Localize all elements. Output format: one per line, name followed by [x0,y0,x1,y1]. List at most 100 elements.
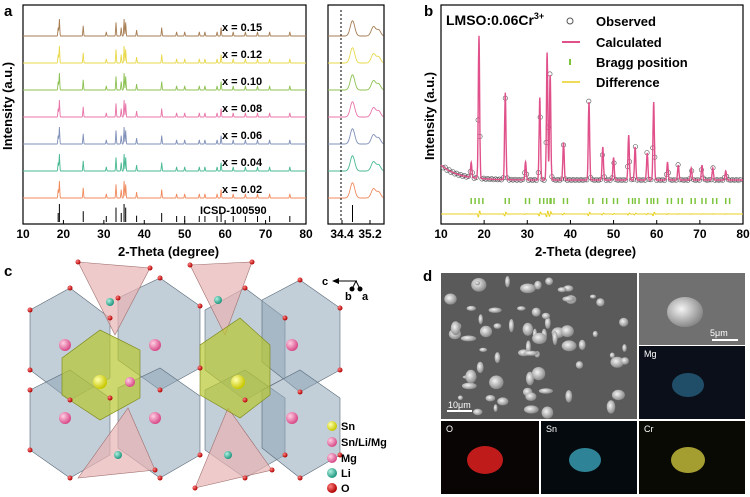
sem-particle [479,347,488,352]
sem-particle [561,340,577,352]
sem-particle [493,404,498,412]
xrd-zoom-trace [328,128,384,145]
eds-mg-signal [672,373,704,397]
xrd-zoom-trace [328,74,384,91]
zoom-tick-label: 34.4 [330,227,354,241]
atom-li [114,451,122,459]
axis-b-label: b [345,291,352,303]
sem-particle [619,317,629,327]
sem-particle [578,339,586,350]
legend-li-swatch [327,468,337,478]
panel-d-label: d [423,268,432,285]
sem-particle [508,319,514,333]
sem-particle [450,321,461,336]
trace-label: x = 0.08 [222,103,262,115]
legend-observed-marker [566,17,574,25]
x-tick-label: 80 [299,227,313,241]
legend-o-swatch [327,483,337,493]
scale-bar-large-label: 10μm [448,400,471,410]
legend-mg-swatch [327,453,337,463]
sem-particle [610,356,624,368]
panel-a-zoom-traces [328,20,384,222]
x-tick-label: 20 [57,227,71,241]
eds-map-sn-label: Sn [546,424,557,434]
legend-sn-li-mg: Sn/Li/Mg [341,437,387,449]
trace-label: x = 0.02 [222,184,262,196]
x-tick-label: 70 [259,227,273,241]
sem-particle [497,397,509,406]
xrd-trace [23,99,306,118]
sem-particle [461,382,477,390]
x-tick-label: 60 [650,227,664,241]
panel-a-frame [22,4,307,225]
sem-particle [620,357,629,365]
axis-triad: c b a [322,276,369,303]
legend-bragg: Bragg position [596,55,688,70]
sem-particle [485,395,496,402]
sem-particle [524,405,539,414]
atom-mg [59,339,71,351]
sem-particle [473,408,483,416]
trace-label: x = 0.06 [222,130,262,142]
sn-octahedron [61,329,141,421]
sem-particle [479,325,493,338]
sem-particle [444,293,457,305]
x-tick-label: 10 [434,227,448,241]
sem-particle [474,281,480,286]
sem-particle [520,283,536,294]
x-tick-label: 80 [736,227,750,241]
sem-particle [560,325,574,338]
sem-particle [489,375,504,390]
panel-a-reference-label: ICSD-100590 [200,205,267,217]
sem-particle [606,400,616,414]
legend-mg: Mg [341,453,357,465]
trace-label: x = 0.12 [222,49,262,61]
xrd-zoom-trace [328,155,384,172]
sem-particle [526,371,534,386]
sem-particle [457,395,463,401]
panel-b-ylabel: Intensity (a.u.) [422,72,437,160]
x-tick-label: 30 [97,227,111,241]
tetrahedron [77,261,151,336]
difference-line [441,210,743,218]
panel-b-frame [440,4,744,225]
sem-particle [538,388,554,394]
sem-particle [517,306,526,311]
x-tick-label: 50 [607,227,621,241]
crystal-structure [27,259,343,491]
xrd-trace [23,18,306,37]
xrd-zoom-trace [328,182,384,199]
xrd-trace [23,180,306,199]
legend-sn-li-mg-swatch [327,437,337,447]
legend-calculated: Calculated [596,35,662,50]
x-tick-label: 20 [477,227,491,241]
trace-label: x = 0.15 [222,22,262,34]
panel-a-ylabel: Intensity (a.u.) [0,62,15,150]
panel-b-refinement [440,35,743,218]
xrd-trace [23,45,306,64]
panel-b-sample: LMSO:0.06Cr3+ [446,11,544,28]
x-tick-label: 70 [693,227,707,241]
atom-mg [149,412,161,424]
xrd-trace [23,72,306,91]
sem-particle [532,332,547,344]
atom-mg [286,412,298,424]
sem-single-particle [667,297,703,327]
calculated-line [440,35,743,181]
sem-particle [505,276,510,288]
legend-o: O [341,483,350,495]
xrd-zoom-trace [328,20,384,37]
sem-particle [622,344,627,352]
legend-sn: Sn [341,421,355,433]
panel-a-zoom-frame [327,4,385,225]
x-tick-label: 40 [138,227,152,241]
sem-particle [565,390,573,403]
atom-sn [231,375,245,389]
sem-particle [531,367,546,381]
eds-cr-signal [671,447,705,473]
sem-particle [611,389,625,401]
sem-particle [525,392,537,401]
eds-sn-signal [569,448,601,472]
sem-particles [444,276,629,419]
